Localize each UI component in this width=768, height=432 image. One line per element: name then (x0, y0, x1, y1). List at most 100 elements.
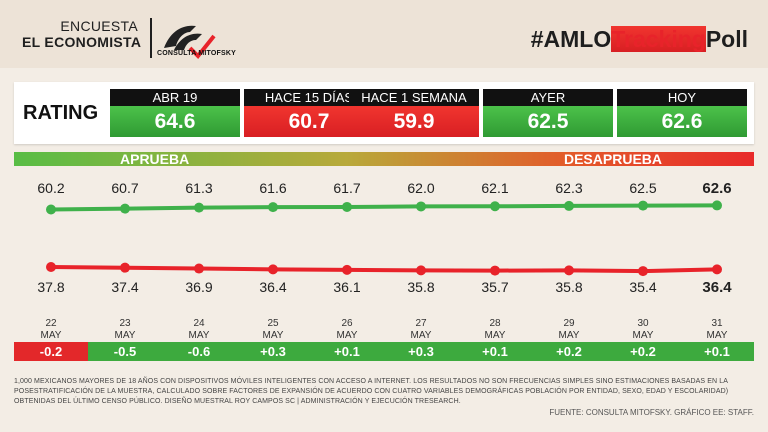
disapprove-point (490, 265, 500, 276)
disapprove-point (194, 263, 204, 274)
methodology-note: 1,000 MEXICANOS MAYORES DE 18 AÑOS CON D… (14, 378, 729, 405)
date-month-label: MAY (485, 330, 506, 341)
rating-panel: RATING ABR 19 64.6 HACE 15 DÍAS 60.7 HAC… (14, 82, 754, 144)
date-month-label: MAY (411, 330, 432, 341)
change-label: +0.1 (334, 344, 360, 359)
approval-gradient-bar (14, 152, 754, 166)
disapprove-value-label: 37.8 (37, 279, 64, 295)
rating-card-label: HACE 15 DÍAS (244, 89, 374, 106)
date-month-label: MAY (707, 330, 728, 341)
date-month-label: MAY (189, 330, 210, 341)
approve-point (194, 202, 204, 213)
disapprove-point (46, 262, 56, 272)
change-box (680, 342, 754, 361)
date-month-label: MAY (337, 330, 358, 341)
approve-value-label: 62.3 (555, 180, 582, 196)
disapprove-value-label: 36.4 (259, 279, 286, 295)
approve-value-label: 61.3 (185, 180, 212, 196)
date-month-label: MAY (263, 330, 284, 341)
disapprove-point (342, 264, 352, 275)
rating-card-label: AYER (483, 89, 613, 106)
disapprove-label: DESAPRUEBA (563, 151, 662, 167)
approve-point (46, 204, 56, 215)
date-day-label: 26 (341, 318, 353, 329)
rating-card-ayer: AYER 62.5 (483, 89, 613, 137)
disapprove-value-label: 36.9 (185, 279, 212, 295)
change-box (532, 342, 606, 361)
approve-value-label: 61.7 (333, 180, 360, 196)
disapprove-point (638, 266, 648, 277)
change-label: -0.5 (114, 344, 136, 359)
change-box (384, 342, 458, 361)
change-label: +0.1 (482, 344, 508, 359)
rating-card-hoy: HOY 62.6 (617, 89, 747, 137)
approve-point (416, 201, 426, 212)
approve-point (638, 200, 648, 211)
hashtag-red: Tracking (611, 26, 706, 52)
disapprove-value-label: 35.8 (407, 279, 434, 295)
change-label: -0.2 (40, 344, 62, 359)
date-day-label: 23 (119, 318, 131, 329)
change-label: +0.3 (408, 344, 434, 359)
change-label: +0.2 (630, 344, 656, 359)
approve-value-label: 61.6 (259, 180, 286, 196)
date-day-label: 29 (563, 318, 575, 329)
date-day-label: 28 (489, 318, 501, 329)
date-day-label: 24 (193, 318, 205, 329)
change-box (458, 342, 532, 361)
disapprove-value-label: 37.4 (111, 279, 138, 295)
approve-value-label: 62.1 (481, 180, 508, 196)
disapprove-point (120, 262, 130, 273)
disapprove-point (712, 264, 722, 275)
date-month-label: MAY (41, 330, 62, 341)
change-label: +0.3 (260, 344, 286, 359)
approve-value-label: 60.7 (111, 180, 138, 196)
rating-card-label: HOY (617, 89, 747, 106)
approve-value-label: 62.5 (629, 180, 656, 196)
approve-point (120, 203, 130, 214)
brand-divider (150, 18, 152, 58)
logo-text: CONSULTA MITOFSKY (157, 50, 236, 57)
disapprove-point (564, 265, 574, 276)
source-note: FUENTE: CONSULTA MITOFSKY. GRÁFICO EE: S… (549, 408, 754, 417)
disapprove-value-label: 36.1 (333, 279, 360, 295)
rating-card-value: 59.9 (349, 106, 479, 137)
rating-card-label: ABR 19 (110, 89, 240, 106)
approve-label: APRUEBA (120, 151, 190, 167)
date-day-label: 25 (267, 318, 279, 329)
rating-label: RATING (23, 102, 99, 124)
brand-line2: EL ECONOMISTA (22, 34, 142, 50)
date-day-label: 27 (415, 318, 427, 329)
rating-card-value: 64.6 (110, 106, 240, 137)
rating-card-hace-1-semana: HACE 1 SEMANA 59.9 (349, 89, 479, 137)
brand-line1: ENCUESTA (60, 18, 138, 34)
disapprove-value-label: 35.8 (555, 279, 582, 295)
disapprove-value-label: 35.7 (481, 279, 508, 295)
date-month-label: MAY (559, 330, 580, 341)
disapprove-value-label: 35.4 (629, 279, 656, 295)
change-label: -0.6 (188, 344, 210, 359)
date-month-label: MAY (633, 330, 654, 341)
rating-card-value: 62.5 (483, 106, 613, 137)
date-day-label: 22 (45, 318, 57, 329)
date-day-label: 30 (637, 318, 649, 329)
rating-card-label: HACE 1 SEMANA (349, 89, 479, 106)
disapprove-value-label: 36.4 (702, 279, 732, 296)
approve-point (342, 201, 352, 212)
tracking-chart: 60.2 60.7 61.3 61.6 61.7 62.0 62.1 62.3 62.5 62.6… (14, 180, 754, 361)
hashtag-prefix: #AMLO (530, 26, 612, 52)
change-label: +0.2 (556, 344, 582, 359)
date-day-label: 31 (711, 318, 723, 329)
brand: ENCUESTA EL ECONOMISTA (22, 18, 141, 50)
change-box (310, 342, 384, 361)
approve-line (50, 203, 718, 212)
header: ENCUESTA EL ECONOMISTA CONSULTA MITOFSKY… (0, 0, 768, 68)
rating-card-value: 62.6 (617, 106, 747, 137)
disapprove-point (268, 264, 278, 275)
change-box (88, 342, 162, 361)
change-label: +0.1 (704, 344, 730, 359)
approve-value-label: 62.6 (702, 180, 731, 197)
hashtag-suffix: Poll (705, 26, 748, 52)
change-box (606, 342, 680, 361)
rating-card-abr19: ABR 19 64.6 (110, 89, 240, 137)
